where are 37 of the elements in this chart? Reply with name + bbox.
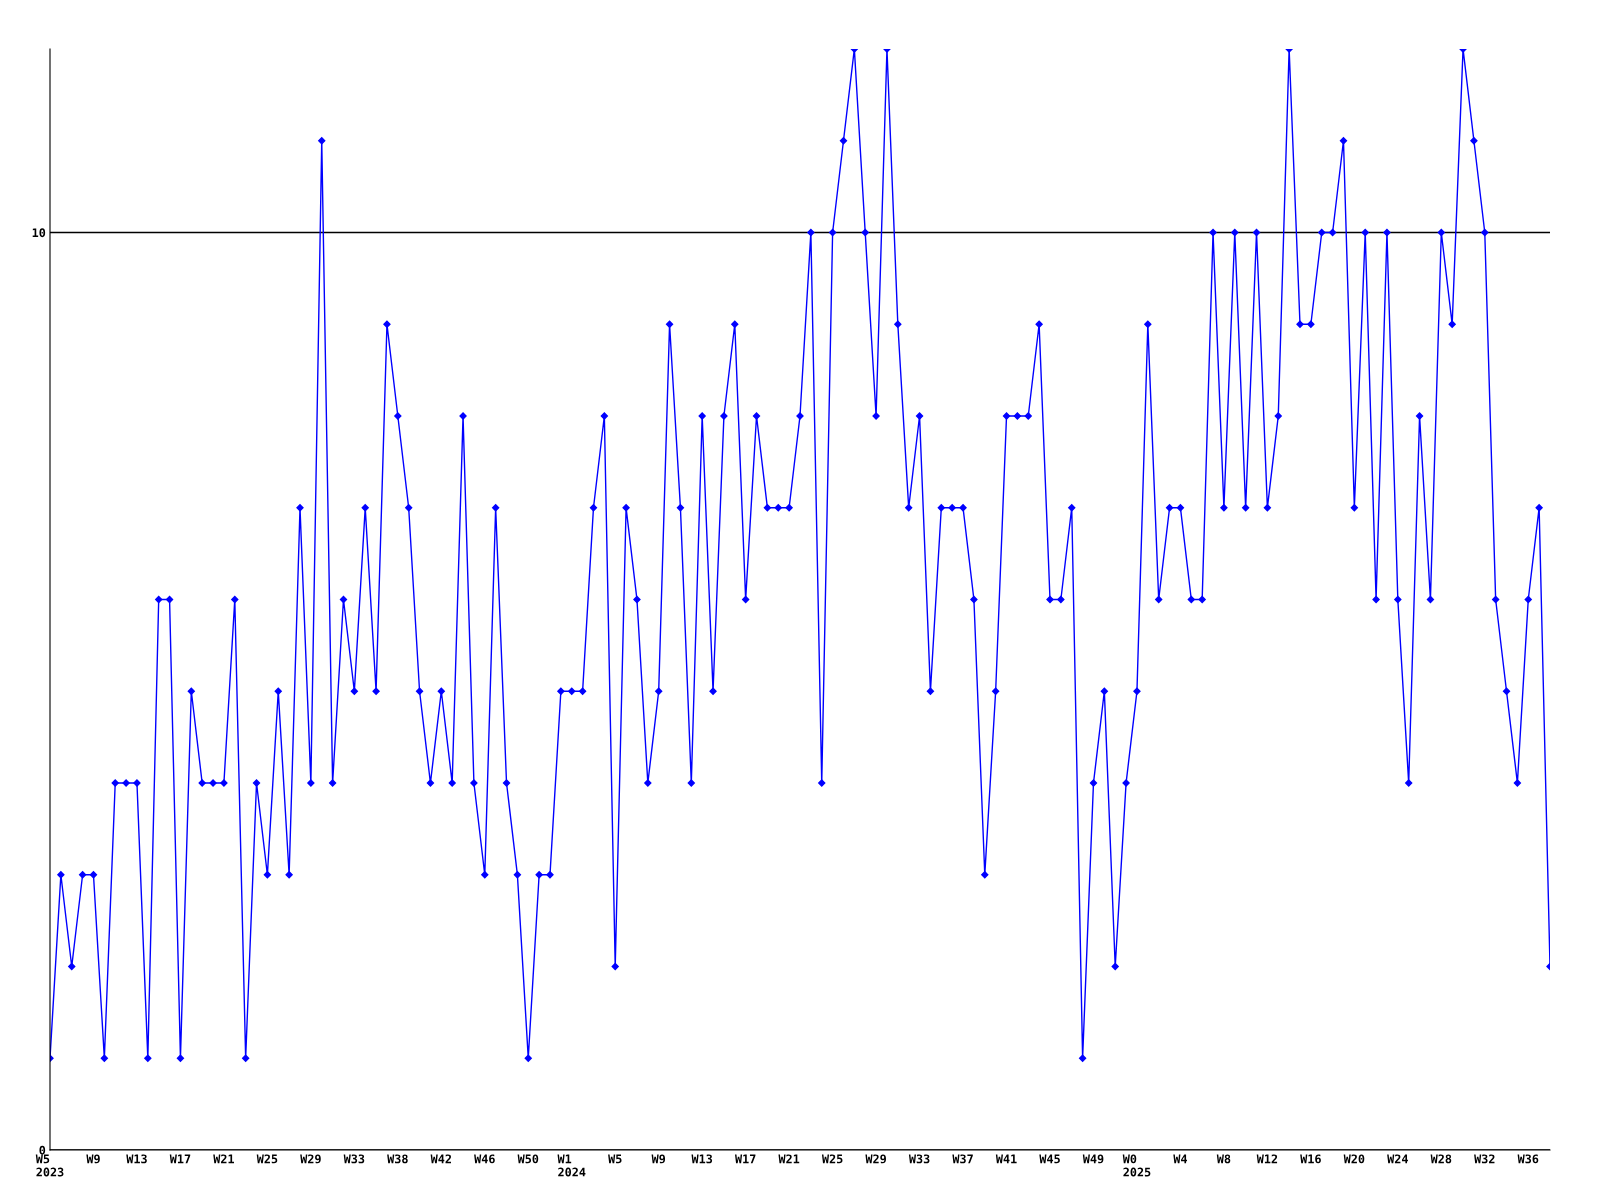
x-tick-label: W33	[343, 1154, 365, 1164]
x-tick-label: W16	[1300, 1154, 1321, 1164]
x-tick-label: W38	[387, 1154, 408, 1164]
x-tick-label: W33	[908, 1154, 930, 1164]
x-tick-label: W0 2025	[1122, 1154, 1151, 1177]
x-tick-label: W12	[1256, 1154, 1278, 1164]
x-tick-label: W42	[430, 1154, 451, 1164]
x-tick-label: W25	[256, 1154, 278, 1164]
x-tick-label: W21	[778, 1154, 800, 1164]
x-tick-label: W50	[517, 1154, 539, 1164]
y-tick-label: 0	[39, 1145, 46, 1155]
x-tick-label: W25	[821, 1154, 843, 1164]
x-tick-label: W36	[1517, 1154, 1539, 1164]
x-tick-label: W13	[691, 1154, 713, 1164]
x-tick-label: W24	[1387, 1154, 1408, 1164]
x-tick-label: W8	[1216, 1154, 1231, 1164]
x-tick-label: W9	[86, 1154, 100, 1164]
x-tick-label: W17	[734, 1154, 756, 1164]
x-tick-label: W5 2023	[35, 1154, 64, 1177]
x-tick-label: W9	[651, 1154, 666, 1164]
x-tick-label: W41	[995, 1154, 1017, 1164]
y-tick-label: 10	[32, 228, 46, 238]
x-tick-label: W4	[1173, 1154, 1188, 1164]
x-tick-label: W49	[1082, 1154, 1104, 1164]
x-tick-label: W20	[1343, 1154, 1365, 1164]
x-tick-label: W21	[213, 1154, 235, 1164]
x-tick-label: W29	[300, 1154, 321, 1164]
x-tick-label: W28	[1430, 1154, 1452, 1164]
x-tick-label: W32	[1474, 1154, 1495, 1164]
x-tick-label: W37	[952, 1154, 973, 1164]
x-tick-label: W5	[608, 1154, 622, 1164]
x-tick-label: W46	[474, 1154, 495, 1164]
x-tick-label: W13	[126, 1154, 147, 1164]
x-tick-label: W45	[1039, 1154, 1060, 1164]
x-tick-label: W17	[169, 1154, 191, 1164]
x-tick-label: W1 2024	[557, 1154, 586, 1177]
x-tick-label: W29	[865, 1154, 886, 1164]
